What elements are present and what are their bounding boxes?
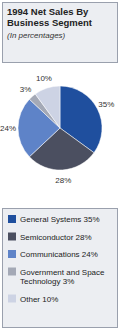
legend-swatch [8, 215, 16, 223]
text-line: Technology 3% [20, 277, 74, 286]
text-line: Government and Space [20, 268, 105, 277]
title-box [3, 3, 118, 63]
chart: 1994 Net Sales ByBusiness Segment (In per… [0, 0, 120, 330]
legend-entry: Government and SpaceTechnology 3% [20, 268, 105, 287]
data-labels: 35% 28% 24% 3% 10% [0, 74, 114, 184]
data-label: 24% [0, 124, 16, 133]
legend: General Systems 35% Semiconductor 28% Comm… [8, 215, 105, 304]
legend-entry: Semiconductor 28% [20, 233, 92, 242]
pie [18, 86, 102, 170]
legend-swatch [8, 295, 16, 303]
legend-entry: Communications 24% [20, 250, 98, 259]
legend-swatch [8, 268, 16, 276]
text-line: Business Segment [7, 17, 93, 28]
data-label: 28% [55, 176, 71, 185]
legend-swatch [8, 233, 16, 241]
text-line: Semiconductor 28% [20, 233, 92, 242]
title: 1994 Net Sales ByBusiness Segment [7, 6, 93, 28]
text-line: Other 10% [20, 295, 58, 304]
data-label: 10% [36, 74, 52, 83]
text-line: General Systems 35% [20, 215, 100, 224]
legend-entry: General Systems 35% [20, 215, 100, 224]
legend-swatch [8, 250, 16, 258]
data-label: 35% [98, 100, 114, 109]
slice [35, 86, 60, 128]
legend-entry: Other 10% [20, 295, 58, 304]
data-label: 3% [20, 85, 32, 94]
text-line: Communications 24% [20, 250, 98, 259]
legend-box [3, 209, 118, 328]
text-line: 1994 Net Sales By [7, 6, 89, 17]
subtitle: (In percentages) [7, 31, 66, 40]
